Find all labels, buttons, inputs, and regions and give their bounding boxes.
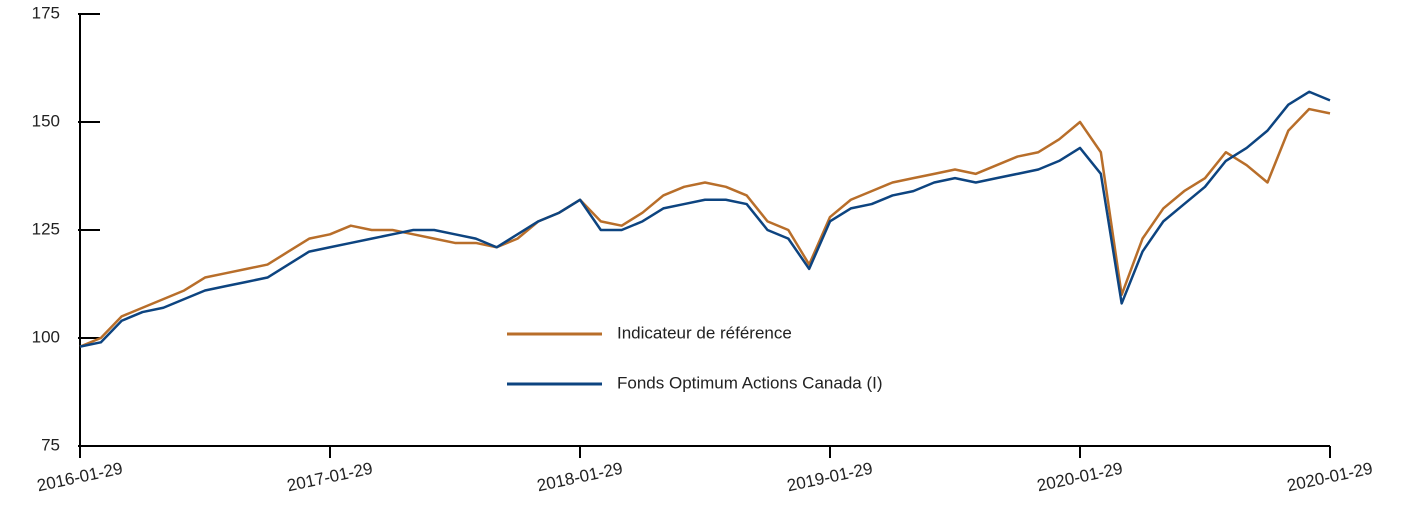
- legend-label: Indicateur de référence: [617, 323, 792, 342]
- y-tick-label: 175: [32, 3, 60, 22]
- y-tick-label: 75: [41, 435, 60, 454]
- series-line: [79, 90, 1331, 348]
- y-tick-label: 100: [32, 327, 60, 346]
- x-tick-label: 2020-01-29: [1285, 459, 1374, 496]
- x-tick-label: 2019-01-29: [785, 459, 874, 496]
- x-tick-label: 2017-01-29: [285, 459, 374, 496]
- x-tick-label: 2020-01-29: [1035, 459, 1124, 496]
- y-tick-label: 150: [32, 111, 60, 130]
- series-line: [79, 107, 1331, 348]
- legend-label: Fonds Optimum Actions Canada (I): [617, 373, 883, 392]
- x-tick-label: 2016-01-29: [35, 459, 124, 496]
- y-tick-label: 125: [32, 219, 60, 238]
- x-tick-label: 2018-01-29: [535, 459, 624, 496]
